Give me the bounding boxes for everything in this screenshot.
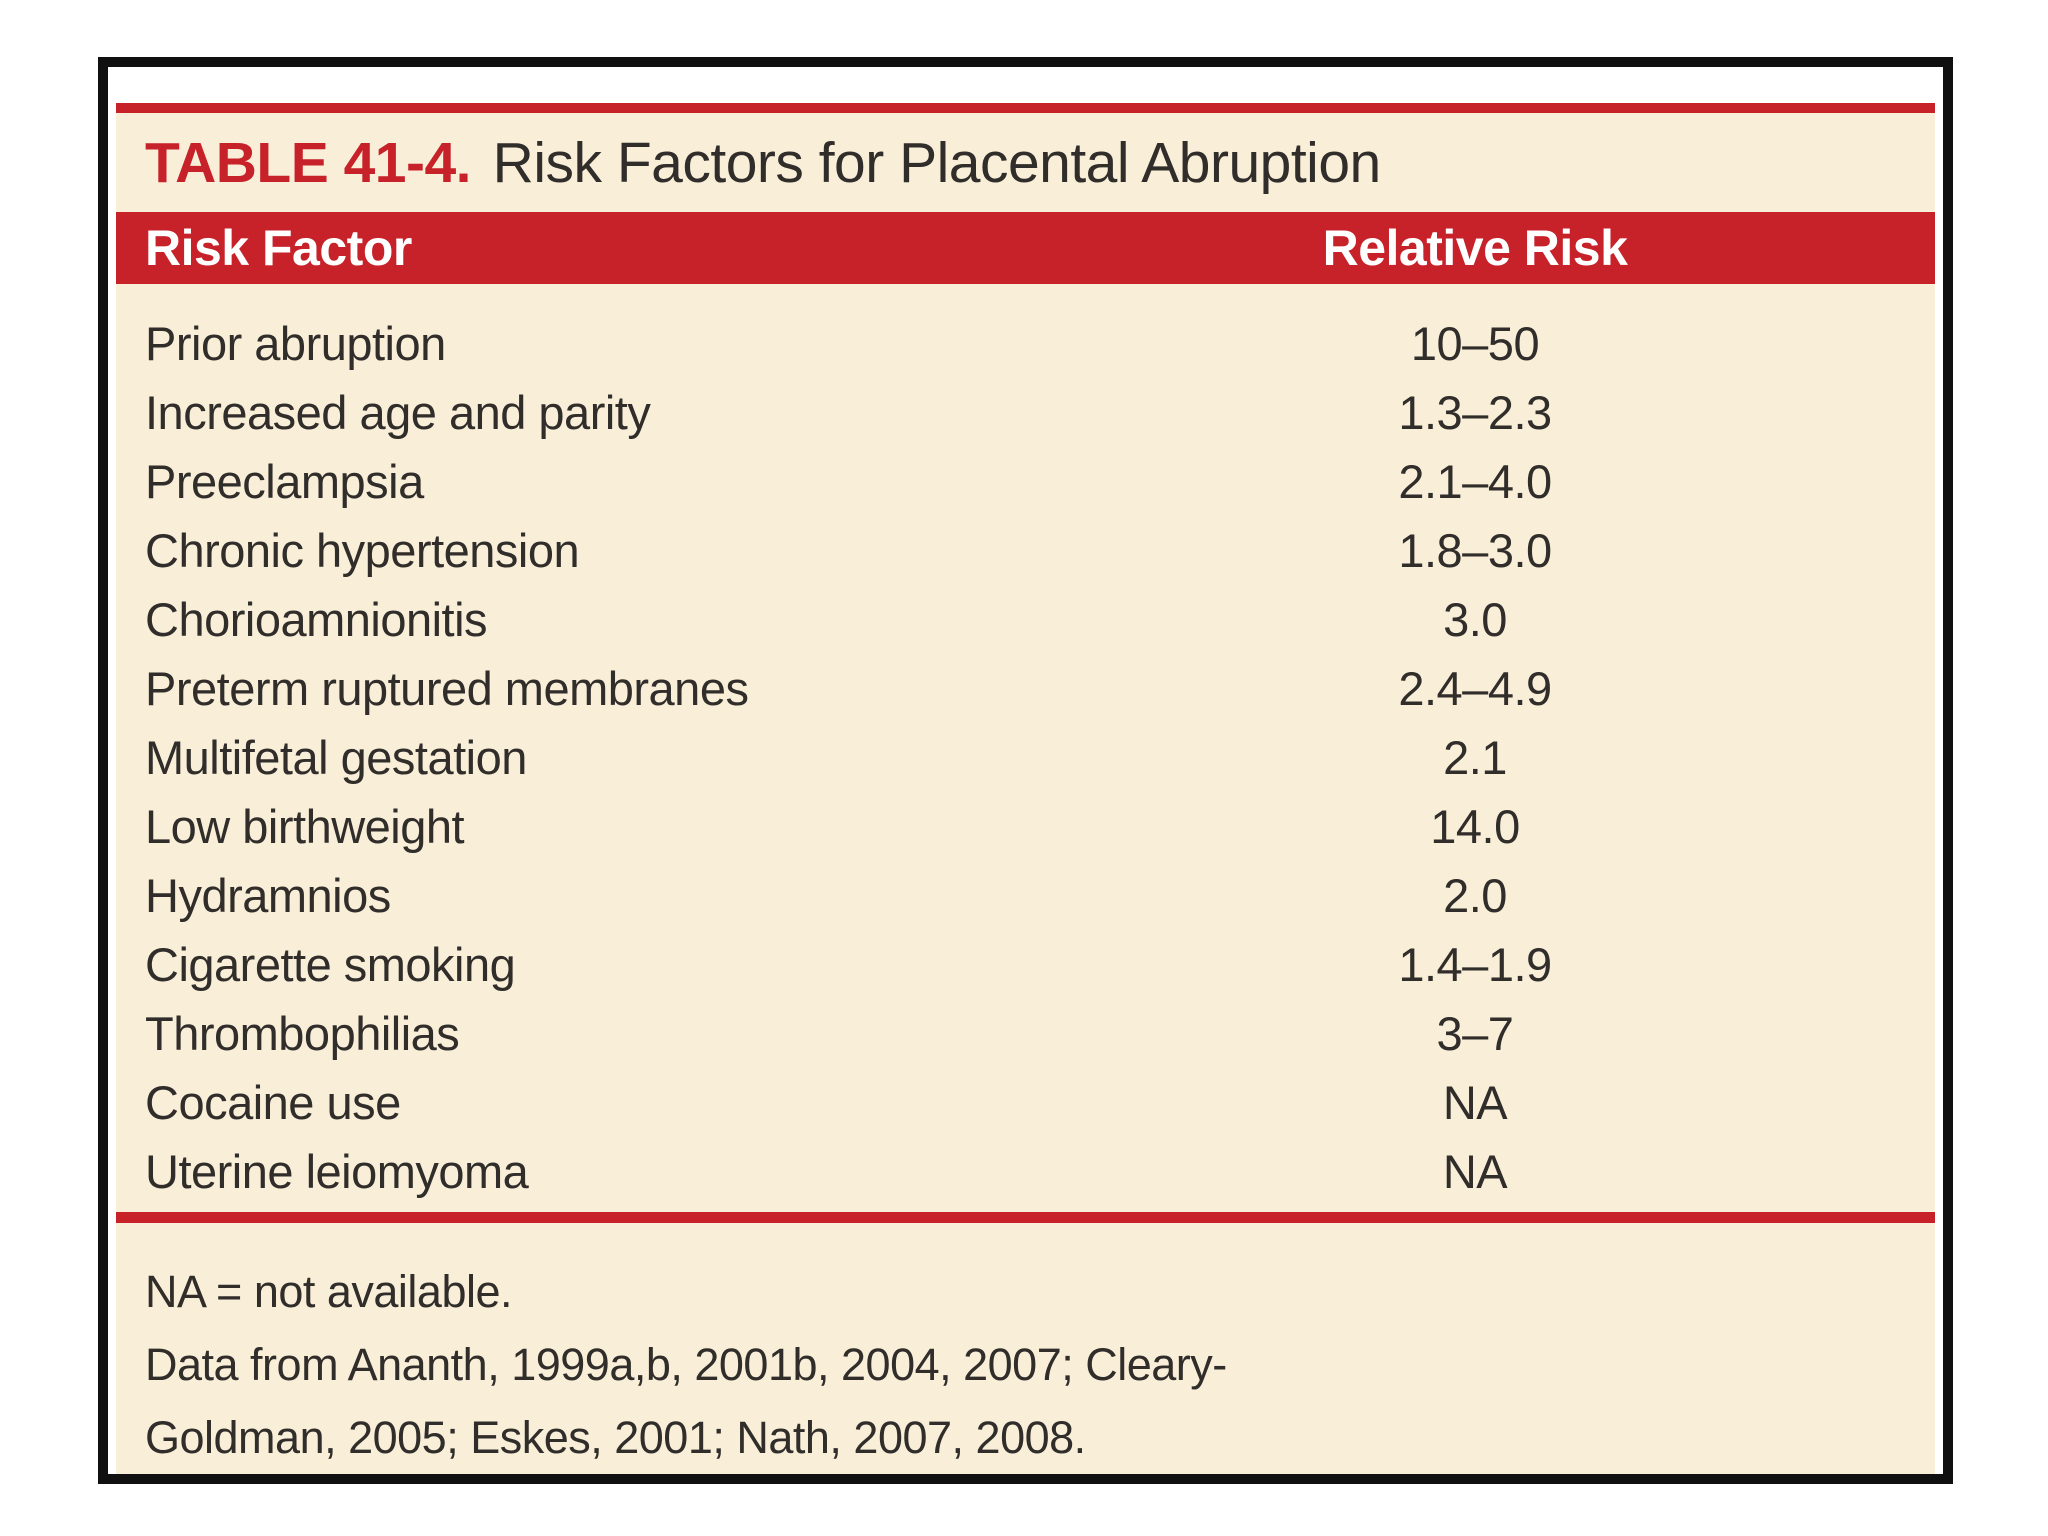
table-row: Low birthweight 14.0 xyxy=(116,792,1935,861)
risk-factor-cell: Increased age and parity xyxy=(145,386,651,439)
relative-risk-cell: 2.1–4.0 xyxy=(1398,455,1552,508)
column-header-relative-risk: Relative Risk xyxy=(1322,220,1628,276)
footnote-block: NA = not available. Data from Ananth, 19… xyxy=(116,1223,1935,1474)
table-row: Preeclampsia 2.1–4.0 xyxy=(116,447,1935,516)
relative-risk-cell: 1.3–2.3 xyxy=(1398,386,1552,439)
risk-factor-cell: Preterm ruptured membranes xyxy=(145,662,749,715)
risk-factor-cell: Chronic hypertension xyxy=(145,524,580,577)
column-header-risk-factor: Risk Factor xyxy=(145,220,412,276)
table-row: Chorioamnionitis 3.0 xyxy=(116,585,1935,654)
table-row: Thrombophilias 3–7 xyxy=(116,999,1935,1068)
table-panel: TABLE 41-4. Risk Factors for Placental A… xyxy=(116,103,1935,1474)
risk-factor-cell: Cigarette smoking xyxy=(145,938,516,991)
table-title-row: TABLE 41-4. Risk Factors for Placental A… xyxy=(116,113,1935,212)
top-red-rule xyxy=(116,103,1935,113)
relative-risk-cell: 2.4–4.9 xyxy=(1398,662,1552,715)
relative-risk-cell: 1.8–3.0 xyxy=(1398,524,1552,577)
table-row: Cocaine use NA xyxy=(116,1068,1935,1137)
footnote-source-line-2: Goldman, 2005; Eskes, 2001; Nath, 2007, … xyxy=(145,1412,1086,1463)
relative-risk-cell: NA xyxy=(1442,1076,1508,1129)
risk-factor-cell: Cocaine use xyxy=(145,1076,401,1129)
risk-factor-cell: Low birthweight xyxy=(145,800,465,853)
risk-factor-cell: Uterine leiomyoma xyxy=(145,1145,529,1198)
table-row: Increased age and parity 1.3–2.3 xyxy=(116,378,1935,447)
table-body: Prior abruption 10–50 Increased age and … xyxy=(116,284,1935,1206)
table-row: Chronic hypertension 1.8–3.0 xyxy=(116,516,1935,585)
relative-risk-cell: 14.0 xyxy=(1430,800,1520,853)
relative-risk-cell: 2.0 xyxy=(1443,869,1507,922)
relative-risk-cell: NA xyxy=(1442,1145,1508,1198)
risk-factor-cell: Multifetal gestation xyxy=(145,731,527,784)
table-number-label: TABLE 41-4. xyxy=(145,130,472,195)
table-row: Cigarette smoking 1.4–1.9 xyxy=(116,930,1935,999)
risk-factor-cell: Preeclampsia xyxy=(145,455,424,508)
relative-risk-cell: 3.0 xyxy=(1443,593,1507,646)
relative-risk-cell: 3–7 xyxy=(1436,1007,1514,1060)
relative-risk-cell: 10–50 xyxy=(1410,317,1540,370)
table-row: Multifetal gestation 2.1 xyxy=(116,723,1935,792)
risk-factor-cell: Chorioamnionitis xyxy=(145,593,488,646)
footnote-source-line-1: Data from Ananth, 1999a,b, 2001b, 2004, … xyxy=(145,1339,1227,1390)
table-title: Risk Factors for Placental Abruption xyxy=(492,130,1382,195)
risk-factor-cell: Thrombophilias xyxy=(145,1007,460,1060)
risk-factor-cell: Hydramnios xyxy=(145,869,391,922)
relative-risk-cell: 2.1 xyxy=(1443,731,1507,784)
relative-risk-cell: 1.4–1.9 xyxy=(1398,938,1552,991)
table-row: Prior abruption 10–50 xyxy=(116,309,1935,378)
bottom-red-rule xyxy=(116,1212,1935,1223)
risk-factor-cell: Prior abruption xyxy=(145,317,446,370)
table-header-band: Risk Factor Relative Risk xyxy=(116,212,1935,284)
table-row: Preterm ruptured membranes 2.4–4.9 xyxy=(116,654,1935,723)
table-row: Hydramnios 2.0 xyxy=(116,861,1935,930)
table-row: Uterine leiomyoma NA xyxy=(116,1137,1935,1206)
footnote-abbreviation: NA = not available. xyxy=(145,1266,513,1317)
table-figure: TABLE 41-4. Risk Factors for Placental A… xyxy=(98,57,1953,1484)
